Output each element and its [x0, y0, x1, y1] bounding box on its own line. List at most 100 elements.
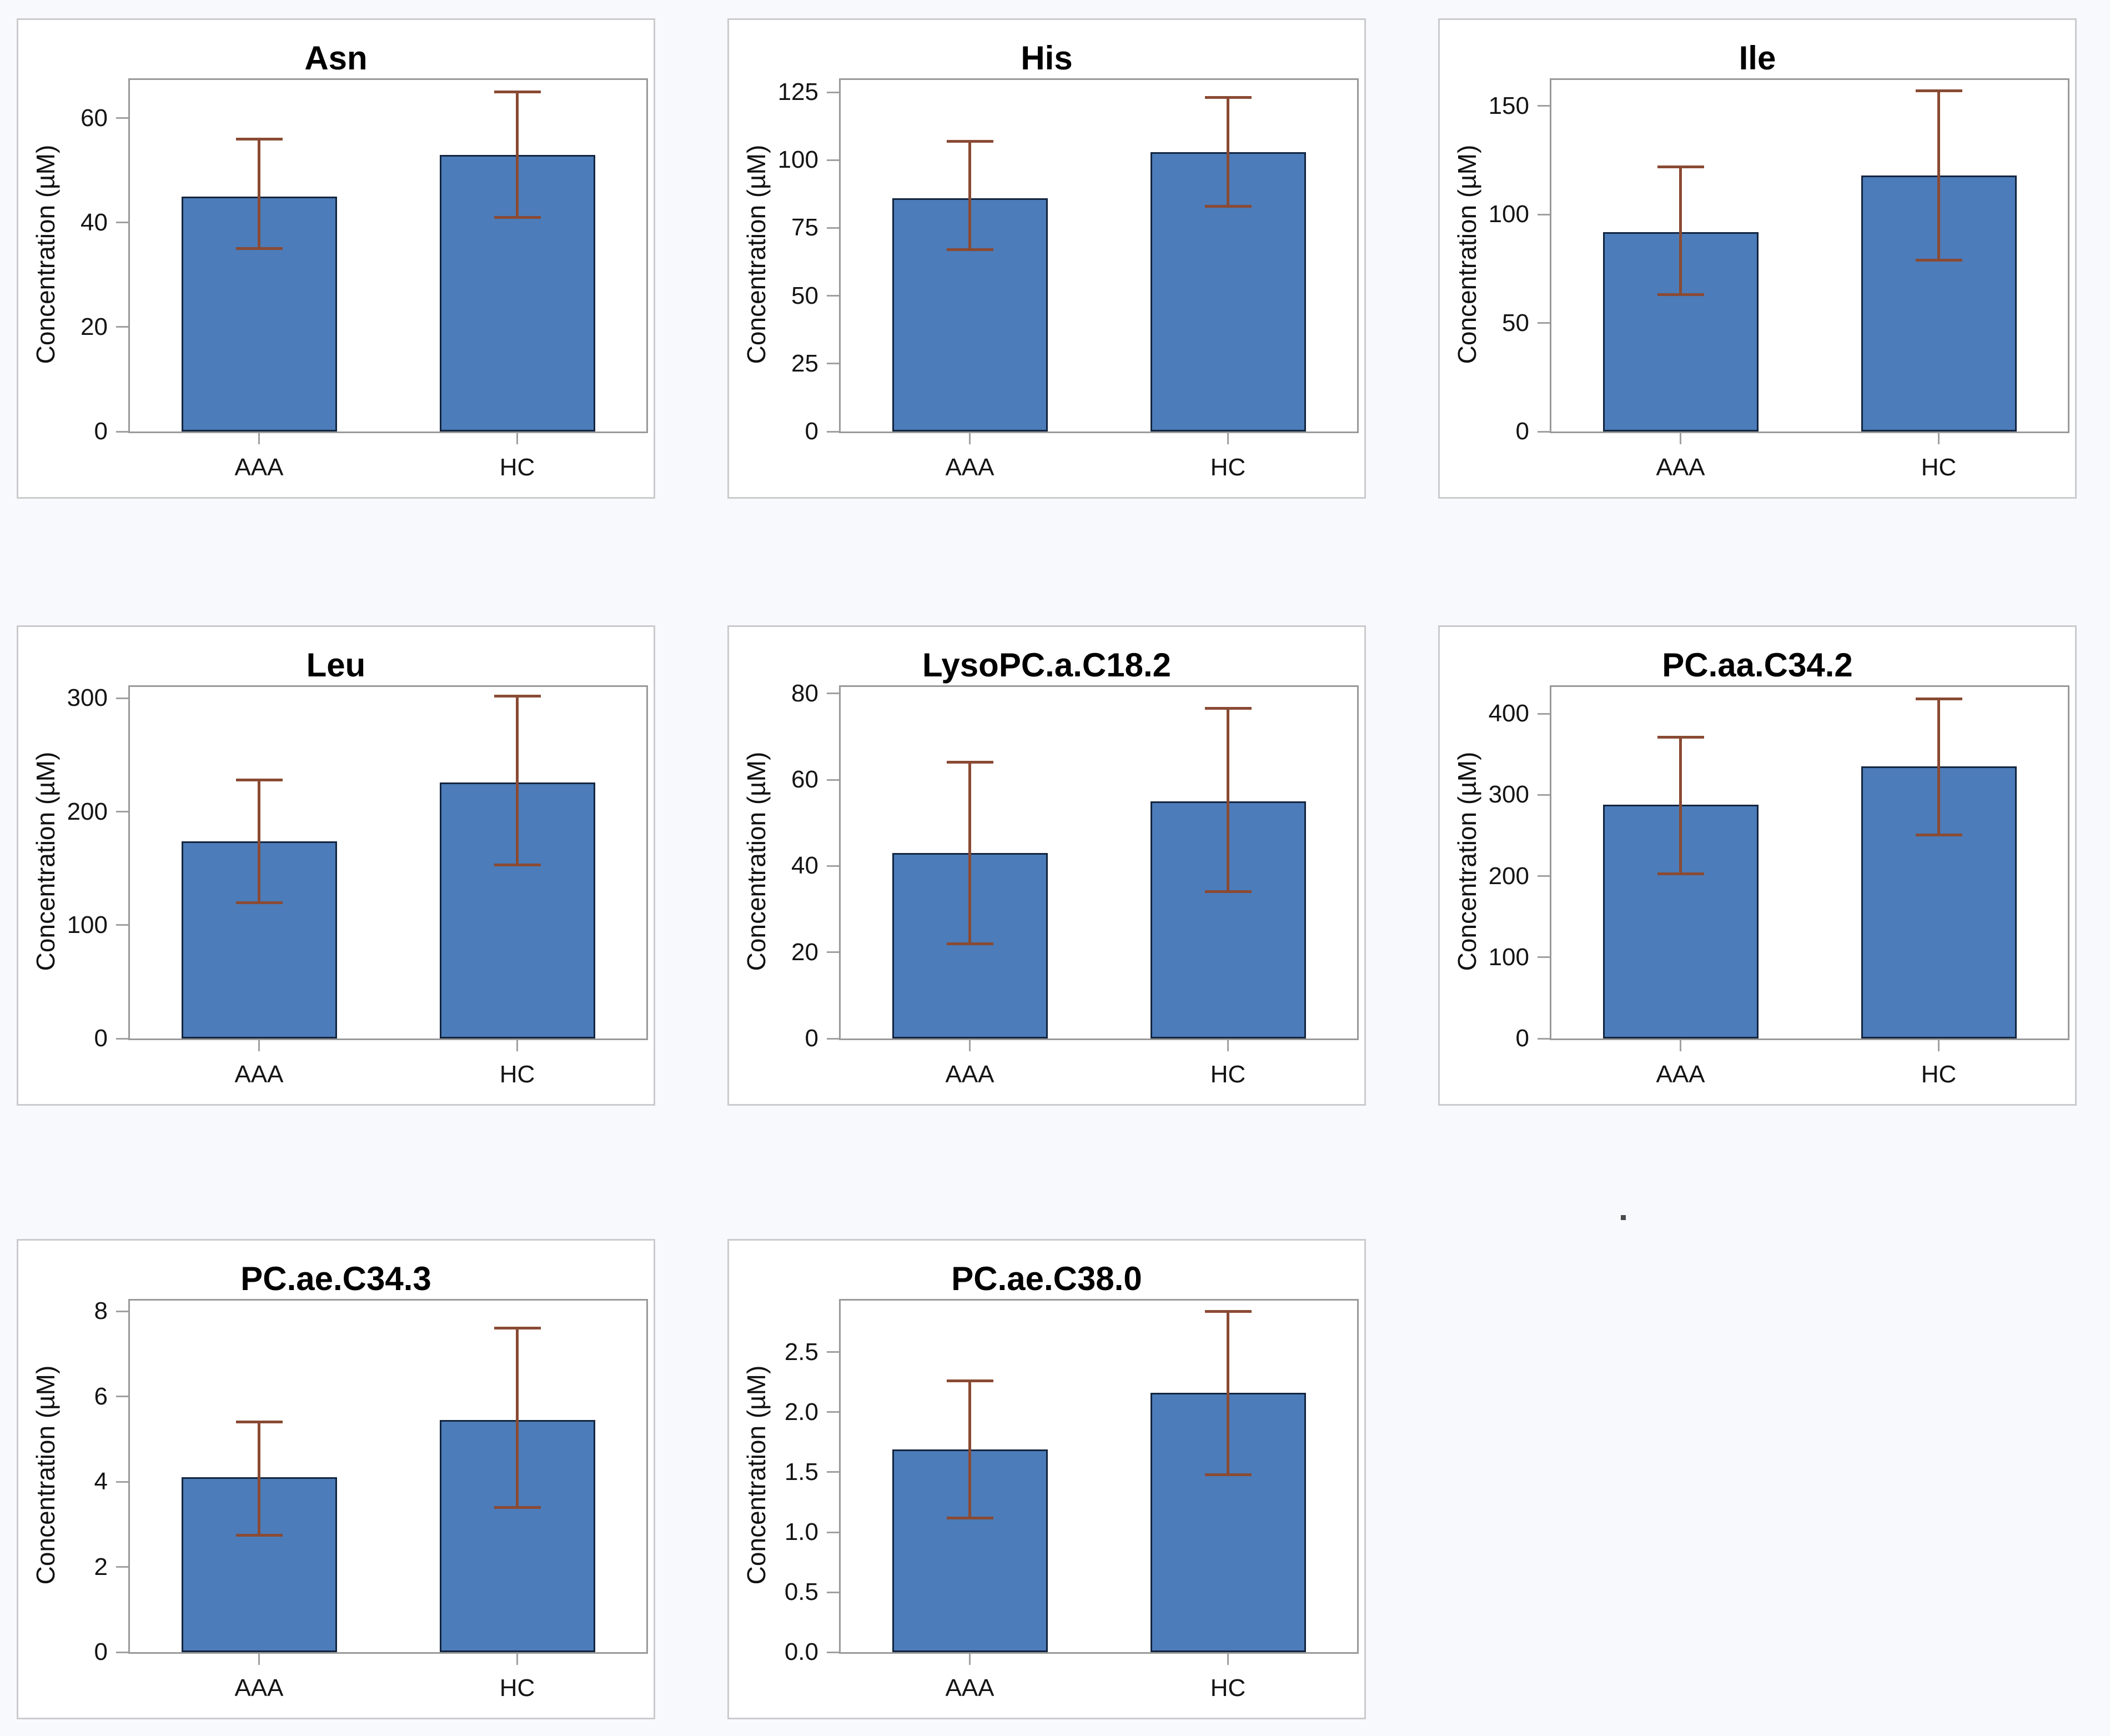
y-tick-mark: [827, 227, 839, 229]
y-tick-label: 6: [94, 1382, 108, 1410]
y-tick-label: 100: [67, 911, 108, 939]
error-bar-line: [1227, 97, 1229, 207]
y-tick-mark: [116, 1481, 128, 1483]
y-axis-label-area: Concentration (µM): [1448, 685, 1486, 1037]
error-bar-line: [1937, 699, 1940, 835]
y-tick-mark: [827, 1591, 839, 1593]
y-tick-label: 300: [1488, 781, 1529, 809]
y-tick-label: 0: [1515, 418, 1529, 445]
y-tick-mark: [827, 1351, 839, 1353]
y-tick-mark: [116, 326, 128, 328]
chart-panel-pc-aa-c34-2: PC.aa.C34.2 Concentration (µM) 0 100 200 300 4…: [1438, 625, 2077, 1106]
chart-panel-leu: Leu Concentration (µM) 0 100 200 300 AAA HC: [17, 625, 655, 1106]
x-tick-mark: [516, 433, 518, 444]
y-tick-label: 25: [791, 349, 818, 377]
error-bar-cap-top: [1915, 698, 1962, 701]
error-bar-line: [516, 696, 519, 865]
y-tick-mark: [116, 811, 128, 813]
y-tick-mark: [116, 1037, 128, 1040]
error-bar-cap-bottom: [1204, 204, 1252, 208]
y-tick-mark: [1538, 875, 1550, 877]
error-bar-cap-top: [235, 137, 283, 141]
error-bar-line: [968, 1381, 971, 1518]
y-tick-mark: [1538, 794, 1550, 796]
y-tick-label: 0.0: [784, 1638, 818, 1665]
error-bar-line: [516, 92, 519, 218]
y-tick-mark: [827, 693, 839, 695]
y-tick-mark: [827, 1037, 839, 1040]
error-bar-cap-bottom: [1915, 833, 1962, 836]
y-tick-label: 100: [777, 146, 818, 174]
chart-panel-ile: Ile Concentration (µM) 0 50 100 150 AAA HC: [1438, 18, 2077, 499]
x-tick-label: AAA: [1656, 1061, 1705, 1088]
error-bar-line: [968, 762, 971, 944]
y-tick-label: 100: [1488, 200, 1529, 228]
chart-panel-pc-ae-c34-3: PC.ae.C34.3 Concentration (µM) 0 2 4 6 8 AAA HC: [17, 1239, 655, 1719]
error-bar-cap-bottom: [946, 248, 993, 251]
y-tick-label: 0: [94, 1025, 108, 1052]
error-bar-cap-bottom: [946, 1516, 993, 1519]
error-bar-cap-bottom: [494, 215, 541, 219]
error-bar-cap-top: [235, 778, 283, 781]
error-bar-cap-bottom: [1657, 293, 1704, 297]
error-bar-cap-top: [494, 91, 541, 94]
chart-title: Leu: [306, 646, 366, 684]
x-tick-label: AAA: [1656, 454, 1705, 481]
y-tick-mark: [116, 1651, 128, 1653]
x-tick-mark: [258, 433, 260, 444]
y-tick-label: 1.0: [784, 1518, 818, 1546]
x-tick-mark: [1680, 433, 1681, 444]
y-tick-mark: [827, 295, 839, 297]
y-tick-label: 0: [94, 418, 108, 445]
error-bar-cap-top: [1657, 736, 1704, 739]
error-bar-line: [968, 141, 971, 250]
error-bar-cap-bottom: [1657, 872, 1704, 875]
x-tick-mark: [1938, 1040, 1940, 1051]
x-tick-mark: [516, 1654, 518, 1665]
y-tick-label: 80: [791, 679, 818, 707]
x-tick-label: AAA: [234, 454, 284, 481]
y-tick-label: 50: [791, 282, 818, 309]
stray-dot-artifact: [1621, 1215, 1626, 1220]
error-bar-line: [1227, 708, 1229, 892]
error-bar-cap-top: [494, 1327, 541, 1330]
y-tick-mark: [827, 1531, 839, 1533]
x-tick-mark: [1938, 433, 1940, 444]
x-tick-label: HC: [499, 1674, 535, 1702]
x-tick-label: AAA: [234, 1674, 284, 1702]
x-tick-mark: [969, 433, 971, 444]
x-tick-mark: [969, 1654, 971, 1665]
y-tick-label: 400: [1488, 700, 1529, 727]
y-tick-label: 50: [1502, 309, 1529, 337]
y-tick-mark: [1538, 1037, 1550, 1040]
error-bar-cap-top: [1204, 707, 1252, 710]
error-bar-cap-bottom: [1915, 258, 1962, 262]
x-tick-mark: [516, 1040, 518, 1051]
y-tick-mark: [1538, 430, 1550, 433]
y-tick-label: 60: [791, 766, 818, 793]
y-tick-mark: [827, 779, 839, 781]
error-bar-cap-bottom: [235, 247, 283, 250]
x-tick-label: AAA: [945, 1674, 994, 1702]
y-tick-label: 20: [791, 938, 818, 966]
y-tick-mark: [1538, 956, 1550, 959]
error-bar-line: [1937, 91, 1940, 260]
y-tick-mark: [1538, 213, 1550, 215]
y-tick-mark: [116, 924, 128, 926]
x-tick-mark: [1227, 1654, 1229, 1665]
x-tick-mark: [258, 1654, 260, 1665]
y-tick-label: 150: [1488, 92, 1529, 119]
x-tick-label: HC: [1921, 1061, 1957, 1088]
y-tick-label: 2.5: [784, 1338, 818, 1366]
x-tick-label: HC: [499, 454, 535, 481]
chart-title: Ile: [1739, 39, 1776, 77]
x-tick-label: AAA: [234, 1061, 284, 1088]
error-bar-line: [258, 139, 260, 249]
y-tick-mark: [1538, 322, 1550, 324]
y-tick-mark: [827, 951, 839, 954]
y-tick-label: 0: [805, 1025, 818, 1052]
x-tick-label: HC: [1921, 454, 1957, 481]
y-tick-label: 40: [791, 852, 818, 880]
y-tick-label: 0: [805, 418, 818, 445]
chart-panel-pc-ae-c38-0: PC.ae.C38.0 Concentration (µM) 0.0 0.5 1.0 1.…: [727, 1239, 1366, 1719]
